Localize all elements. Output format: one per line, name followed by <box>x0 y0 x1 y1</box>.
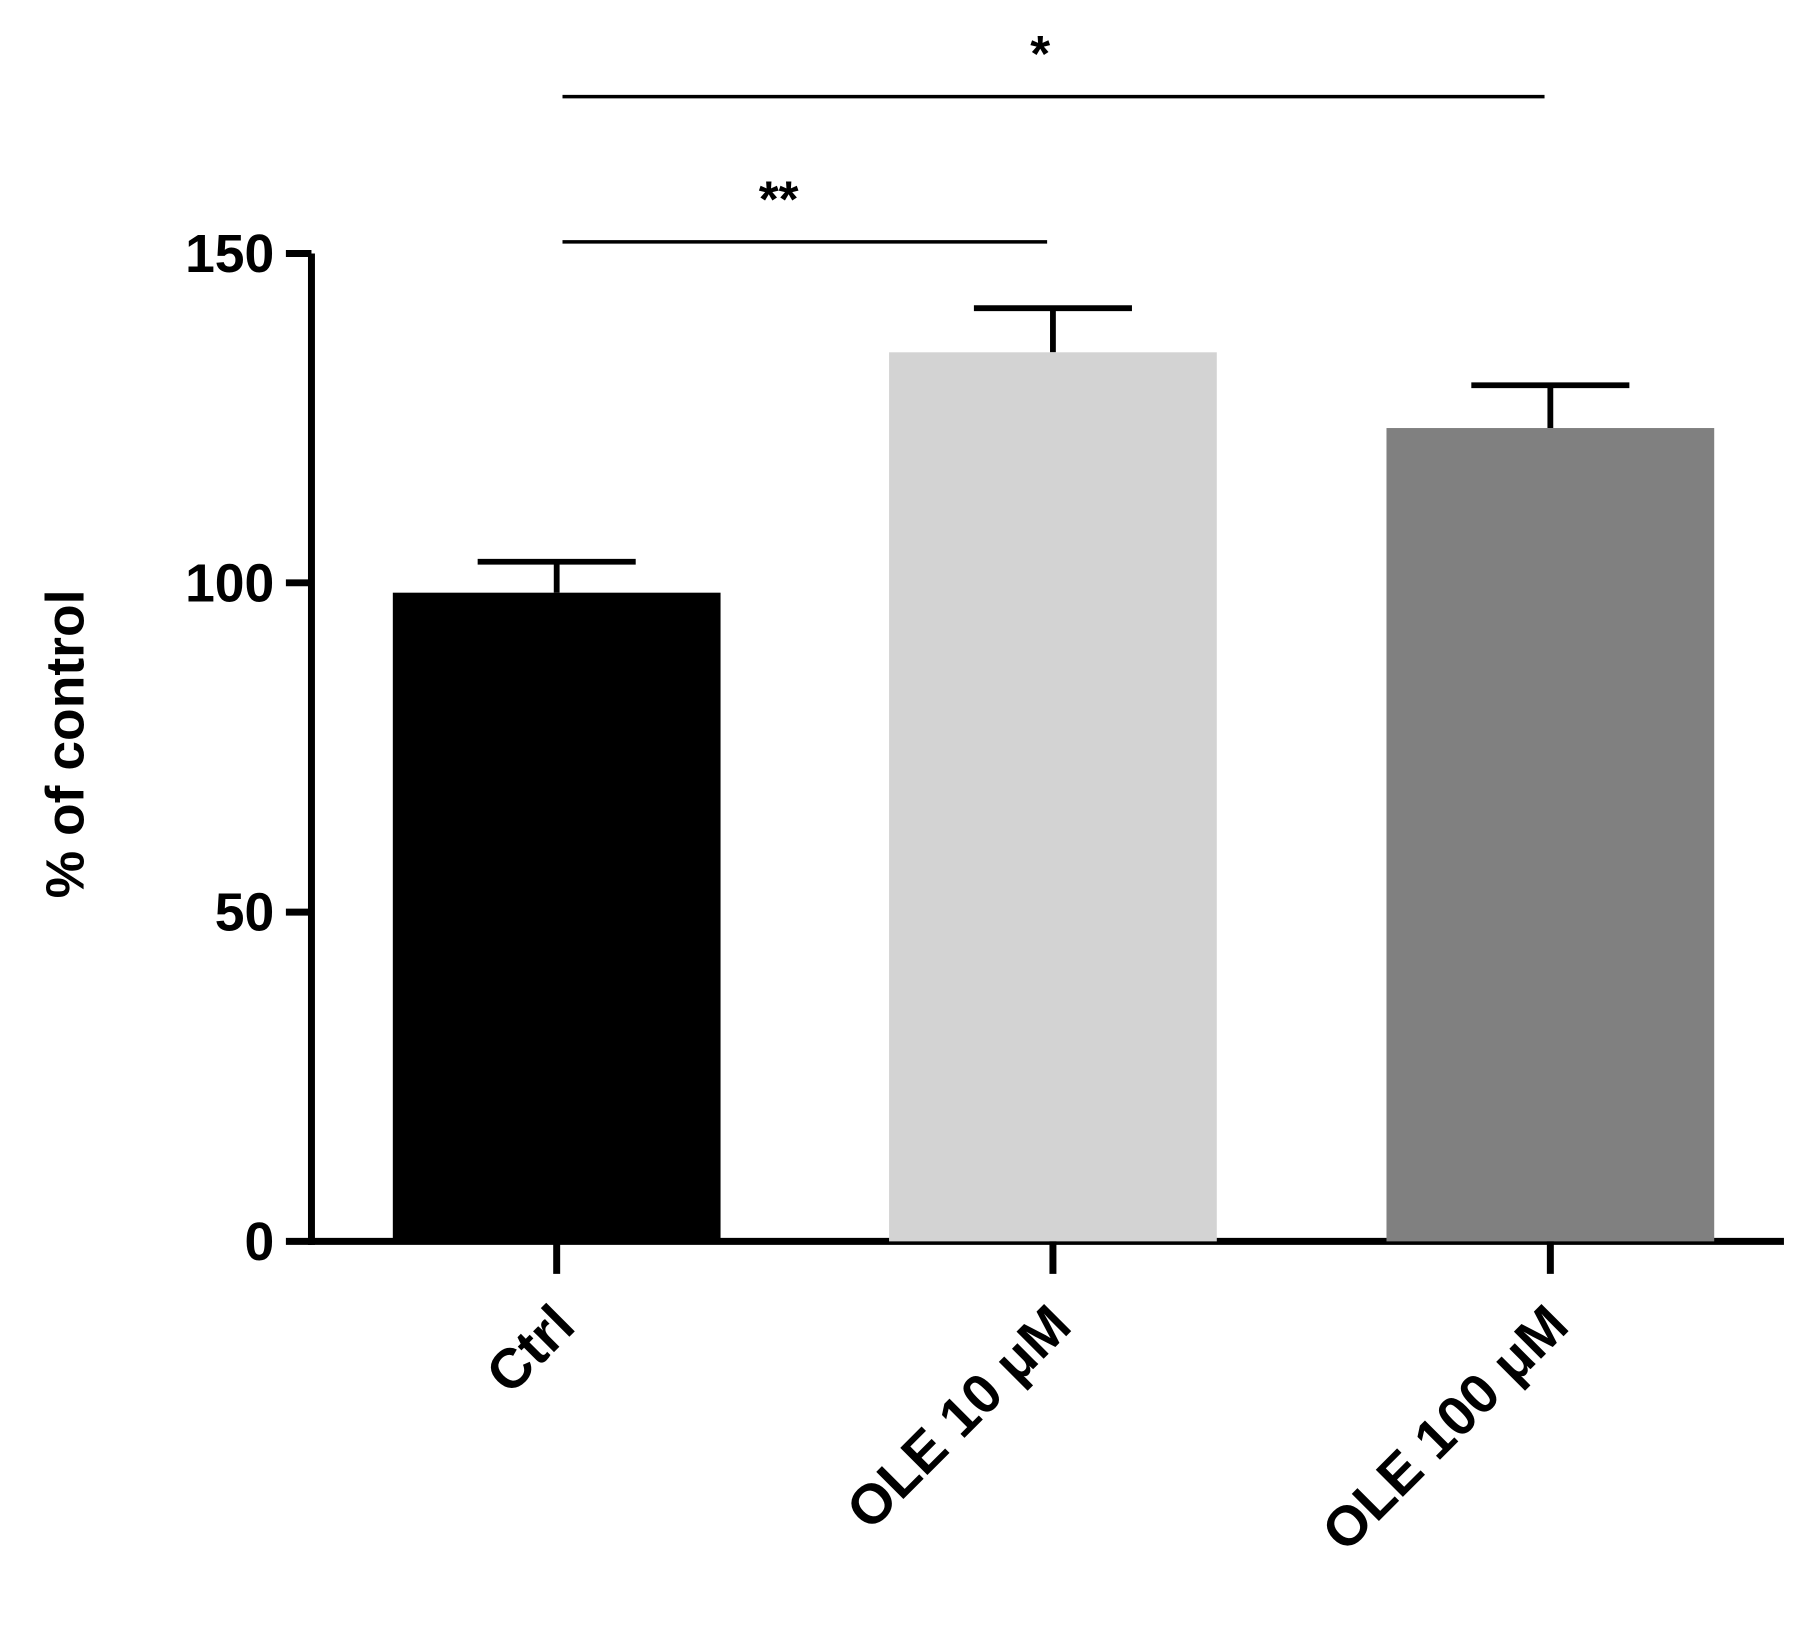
bar <box>889 352 1217 1242</box>
y-tick-label: 100 <box>185 554 274 613</box>
bar <box>1386 428 1715 1242</box>
x-tick-label: Ctrl <box>474 1293 586 1405</box>
significance-label: ** <box>759 170 799 227</box>
x-tick-label: OLE 100 μM <box>1310 1293 1580 1563</box>
y-tick-label: 150 <box>185 225 274 284</box>
y-tick-label: 0 <box>245 1213 275 1272</box>
y-axis-label: % of control <box>37 590 96 899</box>
x-tick-label: OLE 10 μM <box>835 1293 1083 1541</box>
bar <box>392 592 721 1242</box>
y-tick-label: 50 <box>215 884 274 943</box>
significance-label: * <box>1030 25 1050 82</box>
